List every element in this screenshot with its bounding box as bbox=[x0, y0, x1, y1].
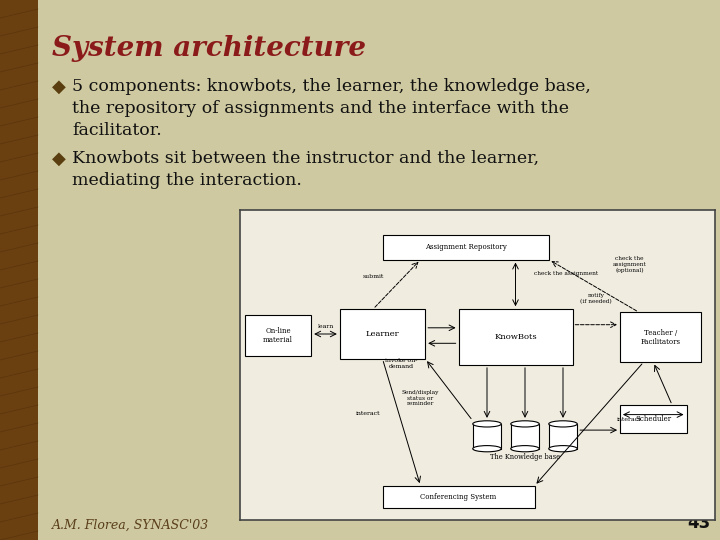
Polygon shape bbox=[0, 0, 38, 540]
Ellipse shape bbox=[549, 421, 577, 427]
Text: facilitator.: facilitator. bbox=[72, 122, 162, 139]
FancyBboxPatch shape bbox=[340, 309, 426, 359]
Text: Teacher /
Facilitators: Teacher / Facilitators bbox=[640, 328, 680, 346]
Ellipse shape bbox=[510, 446, 539, 452]
Polygon shape bbox=[549, 424, 577, 449]
Text: ◆: ◆ bbox=[52, 150, 66, 168]
FancyBboxPatch shape bbox=[620, 406, 686, 433]
FancyBboxPatch shape bbox=[382, 486, 534, 508]
Text: Scheduler: Scheduler bbox=[635, 415, 671, 423]
Text: mediating the interaction.: mediating the interaction. bbox=[72, 172, 302, 189]
Text: ◆: ◆ bbox=[52, 78, 66, 96]
Text: check the
assignment
(optional): check the assignment (optional) bbox=[613, 256, 647, 273]
Text: Conferencing System: Conferencing System bbox=[420, 492, 497, 501]
FancyBboxPatch shape bbox=[459, 309, 572, 365]
Text: the repository of assignments and the interface with the: the repository of assignments and the in… bbox=[72, 100, 569, 117]
Text: Assignment Repository: Assignment Repository bbox=[425, 243, 507, 251]
Text: 5 components: knowbots, the learner, the knowledge base,: 5 components: knowbots, the learner, the… bbox=[72, 78, 591, 95]
Text: On-line
material: On-line material bbox=[263, 327, 293, 344]
Text: interact: interact bbox=[617, 417, 642, 422]
Text: notify
(if needed): notify (if needed) bbox=[580, 293, 612, 304]
Text: Send/display
status or
reminder: Send/display status or reminder bbox=[402, 390, 439, 406]
Text: interact: interact bbox=[356, 410, 381, 416]
Ellipse shape bbox=[473, 421, 501, 427]
Text: learn: learn bbox=[318, 324, 333, 329]
Text: submit: submit bbox=[362, 274, 384, 279]
Polygon shape bbox=[510, 424, 539, 449]
Ellipse shape bbox=[549, 446, 577, 452]
Text: Learner: Learner bbox=[366, 330, 400, 338]
Text: A.M. Florea, SYNASC'03: A.M. Florea, SYNASC'03 bbox=[52, 519, 210, 532]
FancyBboxPatch shape bbox=[382, 235, 549, 260]
Ellipse shape bbox=[473, 446, 501, 452]
Text: Knowbots sit between the instructor and the learner,: Knowbots sit between the instructor and … bbox=[72, 150, 539, 167]
Text: The Knowledge base: The Knowledge base bbox=[490, 454, 560, 461]
Text: invoke on-
demand: invoke on- demand bbox=[385, 359, 418, 369]
Text: check the assignment: check the assignment bbox=[534, 271, 599, 276]
FancyBboxPatch shape bbox=[620, 312, 701, 362]
Polygon shape bbox=[473, 424, 501, 449]
Ellipse shape bbox=[510, 421, 539, 427]
Text: System architecture: System architecture bbox=[52, 35, 366, 62]
Text: KnowBots: KnowBots bbox=[494, 333, 537, 341]
Text: 43: 43 bbox=[687, 514, 710, 532]
FancyBboxPatch shape bbox=[245, 315, 311, 356]
